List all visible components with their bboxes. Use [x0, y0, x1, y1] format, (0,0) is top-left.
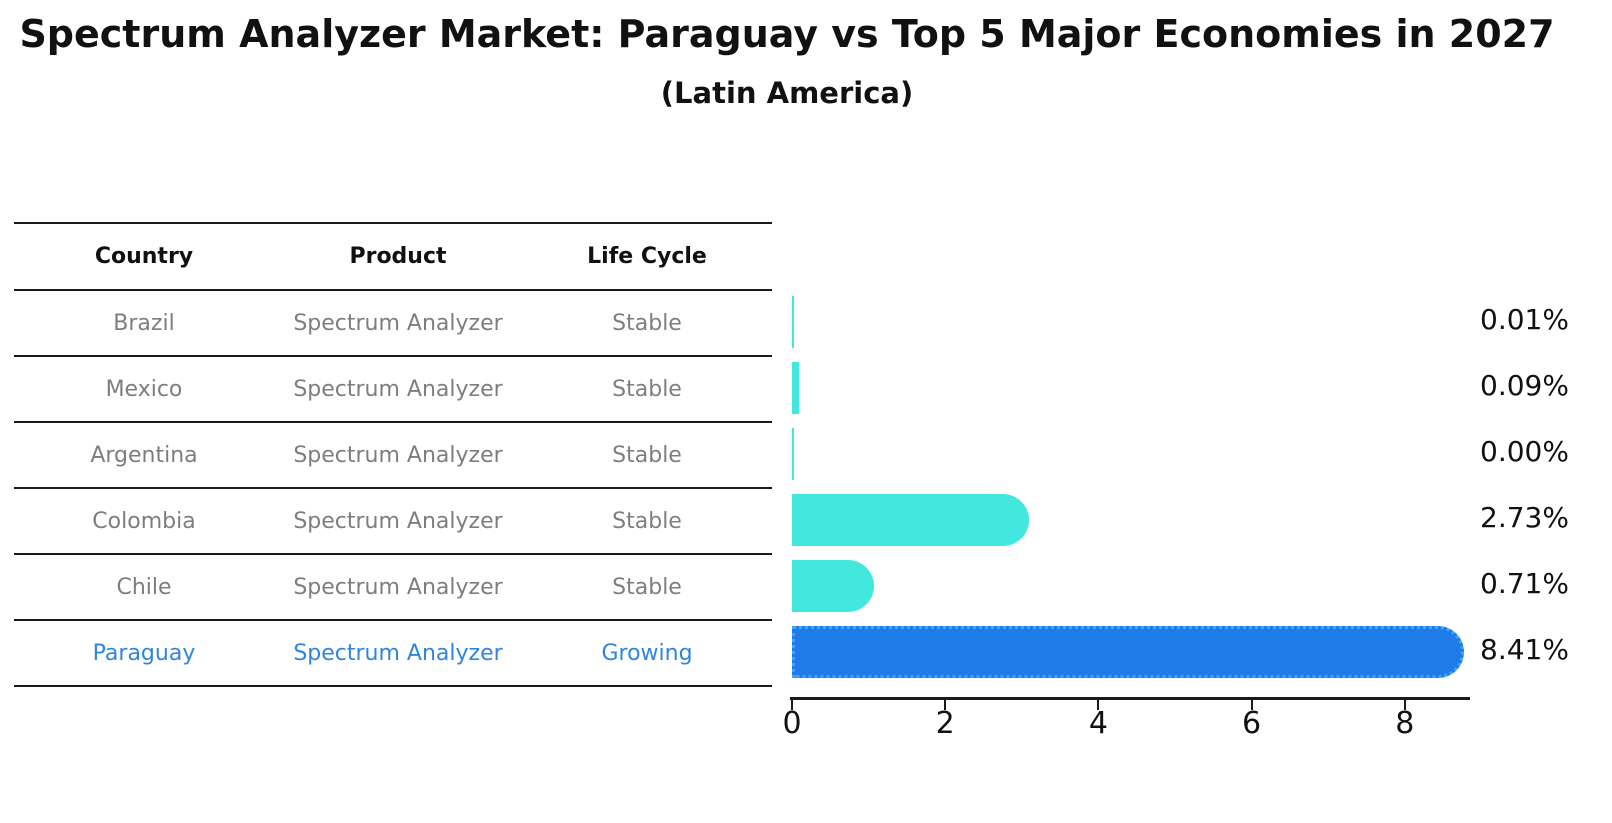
bar-mexico: [792, 362, 799, 414]
table-row-chile: Chile Spectrum Analyzer Stable: [14, 555, 772, 621]
product-column-header: Product: [349, 244, 447, 269]
country-cell: Chile: [116, 574, 172, 600]
x-axis-tick-label: 0: [782, 706, 802, 741]
bar-brazil: [792, 296, 794, 348]
table-row-argentina: Argentina Spectrum Analyzer Stable: [14, 423, 772, 489]
bar-chile: [792, 560, 875, 612]
table-body: Brazil Spectrum Analyzer Stable Mexico Spect…: [14, 291, 772, 687]
x-axis-tick-label: 2: [935, 706, 955, 741]
lifecycle-cell: Stable: [612, 508, 682, 534]
country-cell: Paraguay: [92, 640, 196, 666]
x-axis-tick-label: 8: [1395, 706, 1415, 741]
value-label-brazil: 0.01%: [1480, 303, 1569, 336]
lifecycle-cell: Stable: [612, 376, 682, 402]
value-label-paraguay: 8.41%: [1480, 633, 1569, 666]
x-axis-tick: [1250, 700, 1253, 710]
value-label-mexico: 0.09%: [1480, 369, 1569, 402]
country-cell: Mexico: [105, 376, 183, 402]
x-axis-tick: [1403, 700, 1406, 710]
value-label-argentina: 0.00%: [1480, 435, 1569, 468]
table-row-brazil: Brazil Spectrum Analyzer Stable: [14, 291, 772, 357]
table-row-colombia: Colombia Spectrum Analyzer Stable: [14, 489, 772, 555]
product-cell: Spectrum Analyzer: [293, 640, 503, 666]
x-axis-tick: [791, 700, 793, 710]
x-axis-tick: [944, 700, 947, 710]
country-table: Country Product Life Cycle Brazil Spectru…: [14, 222, 772, 687]
x-axis-tick: [1097, 700, 1100, 710]
lifecycle-cell: Stable: [612, 574, 682, 600]
table-row-paraguay: Paraguay Spectrum Analyzer Growing: [14, 621, 772, 687]
lifecycle-cell: Stable: [612, 442, 682, 468]
lifecycle-column-header: Life Cycle: [587, 244, 707, 269]
product-cell: Spectrum Analyzer: [293, 574, 503, 600]
product-cell: Spectrum Analyzer: [293, 442, 503, 468]
value-label-chile: 0.71%: [1480, 567, 1569, 600]
chart-subtitle: (Latin America): [660, 76, 914, 110]
country-column-header: Country: [94, 244, 194, 269]
lifecycle-cell: Stable: [612, 310, 682, 336]
country-cell: Colombia: [92, 508, 196, 534]
product-cell: Spectrum Analyzer: [293, 508, 503, 534]
product-cell: Spectrum Analyzer: [293, 376, 503, 402]
table-row-mexico: Mexico Spectrum Analyzer Stable: [14, 357, 772, 423]
lifecycle-cell: Growing: [601, 640, 693, 666]
country-cell: Argentina: [90, 442, 198, 468]
product-cell: Spectrum Analyzer: [293, 310, 503, 336]
bar-argentina: [792, 428, 794, 480]
table-header-row: Country Product Life Cycle: [14, 224, 772, 291]
value-label-colombia: 2.73%: [1480, 501, 1569, 534]
x-axis-tick-label: 4: [1088, 706, 1108, 741]
x-axis-tick-label: 6: [1242, 706, 1262, 741]
bar-paraguay: [792, 626, 1465, 678]
country-cell: Brazil: [113, 310, 175, 336]
bar-colombia: [792, 494, 1030, 546]
chart-title: Spectrum Analyzer Market: Paraguay vs To…: [19, 12, 1555, 56]
x-axis-line: [790, 697, 1470, 700]
